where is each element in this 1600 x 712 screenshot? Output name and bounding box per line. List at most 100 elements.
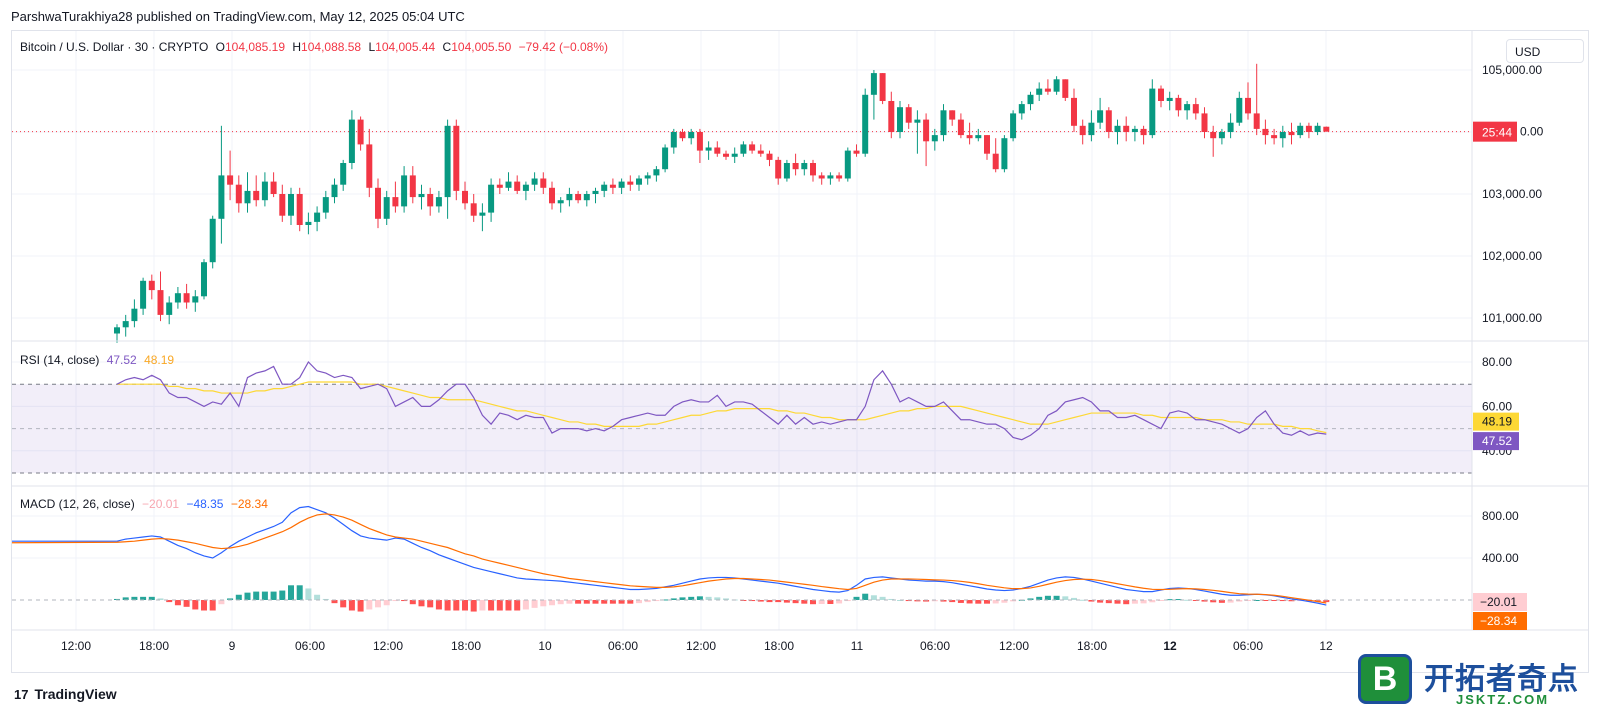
countdown-label: 25:44 <box>1482 126 1512 140</box>
candle <box>601 181 608 198</box>
tradingview-footer[interactable]: 17 TradingView <box>14 686 117 702</box>
candle-body <box>1140 128 1147 136</box>
candle-body <box>1314 125 1321 132</box>
candle <box>418 184 425 210</box>
rsi-line <box>116 361 1327 441</box>
macd-hist-bar <box>348 600 355 611</box>
candle <box>940 104 947 142</box>
candle <box>1018 101 1025 120</box>
rsi-ma-value: 48.19 <box>144 353 175 367</box>
candle-body <box>192 296 199 303</box>
macd-hist-bar <box>148 596 155 600</box>
price-axis-label: 103,000.00 <box>1482 187 1542 201</box>
macd-hist-bar <box>775 600 782 603</box>
candle <box>1201 107 1208 139</box>
candle-body <box>148 280 155 291</box>
rsi-value-badge <box>1473 432 1519 451</box>
candle-body <box>757 150 764 154</box>
candle-body <box>1018 104 1025 114</box>
candle <box>1236 91 1243 126</box>
macd-hist-bar <box>383 600 390 606</box>
candle <box>1149 79 1156 139</box>
macd-hist-bar <box>531 600 538 608</box>
candle-body <box>557 200 564 204</box>
candle-body <box>818 175 825 179</box>
candle-body <box>409 175 416 198</box>
time-axis-label: 9 <box>229 639 236 653</box>
candle <box>1097 97 1104 129</box>
macd-hist-bar <box>1131 600 1138 604</box>
macd-hist-bar <box>714 597 721 600</box>
candle <box>383 190 390 225</box>
candle-body <box>401 175 408 207</box>
change-value: −79.42 (−0.08%) <box>518 40 609 54</box>
candle-body <box>801 163 808 170</box>
candle-body <box>1288 132 1295 136</box>
macd-hist-bar <box>1192 600 1199 601</box>
candle-body <box>1010 113 1017 139</box>
candle <box>235 175 242 213</box>
macd-hist-bar <box>618 600 625 604</box>
macd-axis-label: 800.00 <box>1482 509 1519 523</box>
candle <box>1071 88 1077 132</box>
candle-body <box>966 135 973 139</box>
candle-body <box>1123 125 1130 132</box>
candle-body <box>418 194 425 198</box>
macd-hist-bar <box>792 600 799 604</box>
candle <box>1158 85 1164 108</box>
macd-signal-value: −28.34 <box>230 497 268 511</box>
candle-body <box>618 181 625 188</box>
candle <box>314 206 321 232</box>
macd-hist-bar <box>1001 600 1008 603</box>
macd-hist-bar <box>757 600 764 602</box>
macd-hist-bar <box>575 600 582 604</box>
macd-hist-bar <box>862 593 869 600</box>
macd-layer <box>11 505 1472 612</box>
candle <box>1175 94 1182 117</box>
candle-body <box>522 184 529 191</box>
macd-hist-badge <box>1473 593 1527 611</box>
candle <box>1062 79 1069 101</box>
candle-body <box>566 194 573 201</box>
macd-hist-bar <box>1314 600 1321 602</box>
watermark-logo: B <box>1358 654 1412 704</box>
rsi-ma-badge-label: 48.19 <box>1482 415 1512 429</box>
candle-body <box>644 175 651 179</box>
candle-body <box>166 302 173 315</box>
currency-button[interactable]: USD <box>1506 39 1584 63</box>
macd-hist-bar <box>696 596 703 600</box>
candle <box>1262 119 1269 145</box>
candle <box>470 194 477 222</box>
open-label: O <box>215 40 225 54</box>
macd-hist-bar <box>496 600 503 611</box>
macd-hist-bar <box>192 600 199 610</box>
candle-body <box>218 175 225 219</box>
macd-hist-bar <box>540 600 547 607</box>
candle-body <box>305 221 312 225</box>
macd-hist-bar <box>1149 600 1156 603</box>
candle <box>1010 110 1017 142</box>
candle <box>862 88 869 157</box>
time-axis-label: 10 <box>538 639 552 653</box>
candle-body <box>853 150 860 154</box>
candle <box>853 144 860 157</box>
candle <box>923 113 930 167</box>
candle-body <box>296 194 303 225</box>
candle-body <box>1166 97 1173 101</box>
candle <box>609 178 616 194</box>
time-axis-label: 18:00 <box>1077 639 1107 653</box>
macd-hist-bar <box>557 600 564 605</box>
candle <box>409 166 416 204</box>
time-axis-label: 06:00 <box>608 639 638 653</box>
macd-hist-bar <box>957 600 964 603</box>
high-label: H <box>292 40 302 54</box>
candle-body <box>201 262 207 297</box>
macd-hist-bar <box>1036 596 1043 600</box>
candle-body <box>957 119 964 136</box>
candle <box>818 172 825 185</box>
rsi-ma-line <box>117 381 1327 434</box>
candle-body <box>1131 128 1138 132</box>
candle-body <box>688 132 695 139</box>
macd-hist-bar <box>505 600 512 611</box>
